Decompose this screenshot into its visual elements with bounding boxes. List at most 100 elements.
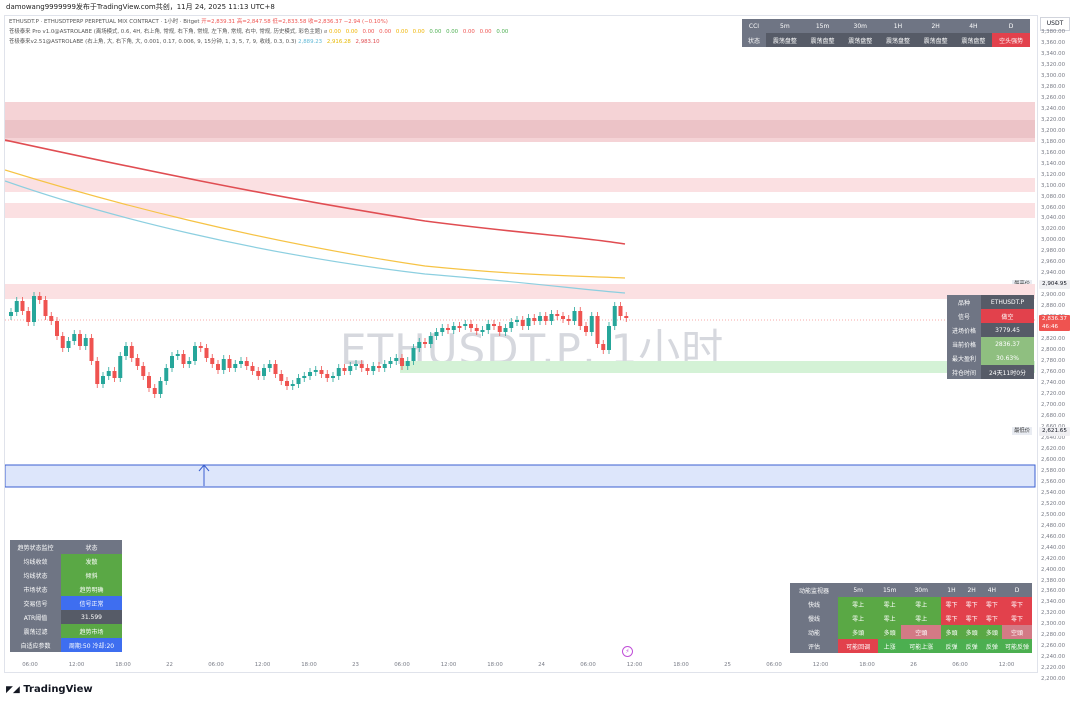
candle-body [480, 330, 485, 332]
trend-value: 信号正常 [61, 596, 122, 610]
brand-label: TradingView [23, 684, 93, 695]
price-tick: 3,240.00 [1041, 105, 1066, 112]
lightning-icon[interactable]: ⚡ [622, 646, 633, 657]
price-tick: 2,600.00 [1041, 456, 1066, 463]
ma-red-line [5, 139, 626, 245]
candle-body [561, 316, 565, 319]
candle-body [285, 381, 289, 386]
time-axis[interactable]: 06:00 12:00 18:00 22 06:00 12:00 18:00 23 06:00 1… [0, 662, 1038, 672]
candle-body [244, 361, 249, 366]
price-tick: 3,300.00 [1041, 72, 1066, 79]
candle-body [463, 324, 468, 326]
candle-body [308, 372, 312, 376]
momentum-header: 动能监视器 [790, 583, 838, 597]
candle-body [446, 328, 450, 330]
trend-label: ATR阈值 [10, 610, 61, 624]
candle-body [400, 358, 404, 366]
price-tick: 3,260.00 [1041, 94, 1066, 101]
candle-body [141, 366, 146, 376]
price-tick: 2,240.00 [1041, 654, 1066, 661]
time-tick: 18:00 [487, 662, 503, 668]
candle-body [118, 356, 123, 378]
cci-cell: 震荡盘整 [766, 33, 804, 47]
trend-label: 均线收敛 [10, 554, 61, 568]
price-tick: 3,060.00 [1041, 204, 1066, 211]
candle-body [175, 354, 180, 356]
price-tick: 3,140.00 [1041, 160, 1066, 167]
time-tick: 12:00 [812, 662, 829, 668]
cci-col-5m: 5m [766, 19, 804, 33]
price-tick: 3,200.00 [1041, 127, 1066, 134]
legend-indicator-2[interactable]: 苍极泰来v2.51@ASTROLABE (右上角, 大, 右下角, 大, 0.0… [9, 39, 380, 45]
candle-body [112, 371, 117, 378]
cci-cell: 空头强势 [992, 33, 1030, 47]
price-tick: 2,280.00 [1041, 632, 1066, 639]
price-tick: 2,380.00 [1041, 577, 1066, 584]
cci-cell: 震荡盘整 [916, 33, 955, 47]
info-label: 信号 [947, 309, 981, 323]
candle-body [78, 334, 82, 346]
price-tick: 2,940.00 [1041, 270, 1066, 277]
legend-symbol-line[interactable]: ETHUSDT.P · ETHUSDTPERP PERPETUAL MIX CO… [9, 17, 388, 25]
candle-body [106, 371, 111, 376]
cci-cell: 震荡盘整 [803, 33, 842, 47]
time-tick: 12:00 [998, 662, 1015, 668]
trend-value: 倾斜 [61, 568, 122, 582]
candle-body [612, 306, 617, 326]
candle-body [49, 316, 54, 321]
candle-body [336, 368, 341, 376]
indicator-1-name[interactable]: 苍极泰来 Pro v1.0@ASTROLABE (离场模式, 0.6, 4H, … [9, 29, 323, 35]
info-value: 24天11时0分 [981, 365, 1034, 379]
candle-body [515, 320, 519, 322]
cci-col-d: D [992, 19, 1030, 33]
trend-label: 震荡过滤 [10, 624, 61, 638]
price-tick: 2,440.00 [1041, 544, 1066, 551]
candle-body [89, 338, 94, 361]
momentum-col: 5m [838, 583, 879, 597]
momentum-row-label: 评估 [790, 639, 838, 653]
trend-label: 自适应参数 [10, 638, 61, 652]
candle-body [492, 324, 496, 326]
time-tick: 23 [352, 662, 359, 668]
candle-body [221, 359, 226, 370]
info-label: 最大盈利 [947, 351, 981, 365]
candle-body [256, 371, 261, 376]
cci-header: CCI [742, 19, 766, 33]
indicator-2-name[interactable]: 苍极泰来v2.51@ASTROLABE (右上角, 大, 右下角, 大, 0.0… [9, 39, 297, 45]
trend-value: 发散 [61, 554, 122, 568]
time-tick: 18:00 [859, 662, 875, 668]
candle-body [503, 328, 508, 332]
legend-indicator-1[interactable]: 苍极泰来 Pro v1.0@ASTROLABE (离场模式, 0.6, 4H, … [9, 29, 509, 35]
candle-body [204, 348, 209, 358]
price-tick: 3,120.00 [1041, 171, 1066, 178]
price-tick: 2,620.00 [1041, 445, 1066, 452]
cci-cell: 震荡盘整 [954, 33, 993, 47]
candle-body [302, 376, 307, 378]
price-axis[interactable]: 3,380.00 3,360.00 3,340.00 3,320.00 3,300.00… [1038, 15, 1080, 682]
candles-group [9, 292, 629, 398]
trend-value: 趋势市场 [61, 624, 122, 638]
price-tick: 2,960.00 [1041, 259, 1066, 266]
time-tick: 24 [538, 662, 545, 668]
price-tick: 2,820.00 [1041, 336, 1066, 343]
tradingview-logo[interactable]: ◤◢ TradingView [6, 684, 93, 695]
candle-body [313, 370, 318, 372]
cci-row-label: 状态 [742, 33, 766, 47]
price-tick: 2,460.00 [1041, 533, 1066, 540]
candle-body [216, 364, 220, 370]
candle-body [233, 364, 238, 368]
price-tick: 3,040.00 [1041, 215, 1066, 222]
momentum-col: 30m [901, 583, 942, 597]
price-tick: 3,100.00 [1041, 182, 1066, 189]
currency-label[interactable]: USDT [1040, 17, 1070, 31]
candle-body [354, 364, 358, 366]
candle-body [193, 346, 197, 361]
symbol-info[interactable]: ETHUSDT.P · ETHUSDTPERP PERPETUAL MIX CO… [9, 19, 200, 25]
candle-body [440, 328, 445, 332]
candlestick-chart[interactable] [5, 16, 1037, 662]
candle-body [365, 368, 370, 371]
tv-logo-icon: ◤◢ [6, 685, 20, 695]
cci-status-table: CCI 5m 15m 30m 1H 2H 4H D 状态 震荡盘整 震荡盘整 震… [742, 19, 1030, 47]
candle-body [549, 314, 554, 321]
candle-body [543, 316, 548, 321]
